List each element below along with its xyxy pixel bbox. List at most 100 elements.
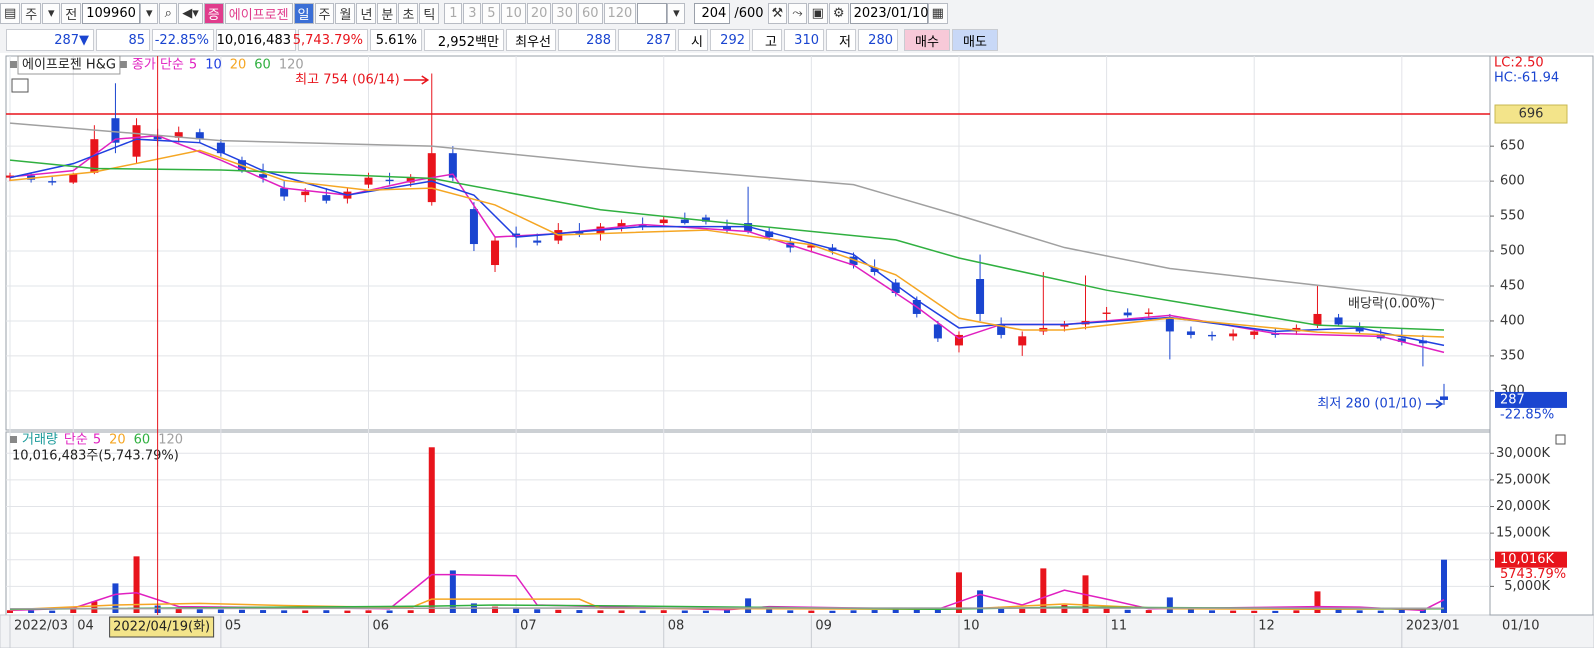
volume-bar	[28, 610, 35, 613]
x-tick-label: 04	[77, 619, 94, 634]
x-tick-label: 09	[815, 619, 832, 634]
candle-body	[111, 118, 120, 143]
interval-button[interactable]: 30	[552, 3, 577, 24]
period-button[interactable]: 틱	[419, 3, 440, 24]
period-button[interactable]: 분	[377, 3, 398, 24]
info-bar: 287▼ 85 -22.85% 10,016,483 5,743.79% 5.6…	[0, 27, 1594, 53]
volume-bar	[808, 610, 815, 613]
market-tag: 증	[203, 3, 224, 24]
type-button[interactable]: 주	[21, 3, 42, 24]
interval-button[interactable]: 3	[463, 3, 482, 24]
tool-icon[interactable]: ⤳	[788, 3, 807, 24]
sell-button[interactable]: 매도	[952, 29, 998, 51]
volume-bar	[1314, 591, 1321, 613]
interval-button[interactable]: 5	[482, 3, 501, 24]
x-tick-label: 2023/01	[1406, 619, 1460, 634]
blank-input[interactable]	[637, 3, 668, 24]
x-tick-label: 12	[1258, 619, 1275, 634]
candle-body	[997, 324, 1006, 335]
interval-button[interactable]: 60	[577, 3, 603, 24]
legend-entry: 60	[254, 58, 271, 73]
volume-bar	[1230, 610, 1237, 613]
volume-bar	[913, 608, 920, 613]
tool-icon[interactable]: ⚒	[767, 3, 788, 24]
code-input[interactable]: 109960	[82, 3, 141, 24]
moving-average	[9, 159, 1445, 331]
hc-label: HC:-61.94	[1494, 71, 1559, 86]
volume-bar	[428, 447, 435, 613]
layout-icon[interactable]: ▤	[0, 3, 21, 24]
y-tick-label: 400	[1500, 313, 1525, 328]
count-input[interactable]: 204	[694, 3, 731, 24]
candle-body	[406, 176, 415, 183]
dividend-annotation: 배당락(0.00%)	[1348, 297, 1435, 312]
date-input[interactable]: 2023/01/10	[849, 3, 929, 24]
volume: 10,016,483	[216, 29, 296, 51]
change-rate: -22.85%	[152, 29, 214, 51]
candle-body	[533, 240, 542, 243]
save-icon[interactable]: ▣	[807, 3, 828, 24]
volume-bar	[934, 608, 941, 613]
y-tick-label: 350	[1500, 348, 1525, 363]
volume-bar	[1124, 609, 1131, 613]
volume-bar	[576, 610, 583, 613]
legend-entry: 20	[109, 433, 126, 448]
moving-average	[9, 149, 1445, 338]
period-button[interactable]: 초	[398, 3, 419, 24]
high-arrow	[403, 75, 430, 85]
volume-rate: 5,743.79%	[293, 29, 368, 51]
candle-body	[617, 223, 626, 227]
current-price: 287	[1500, 392, 1525, 407]
period-button[interactable]: 년	[356, 3, 377, 24]
candle-body	[891, 282, 900, 293]
settings-icon[interactable]: ⚙	[828, 3, 849, 24]
high-label: 고	[752, 29, 782, 51]
interval-button[interactable]: 120	[603, 3, 637, 24]
price-pane	[5, 55, 1491, 431]
change: 85	[96, 29, 150, 51]
turnover: 5.61%	[370, 29, 422, 51]
volume-bar	[977, 590, 984, 613]
scope-button[interactable]: 전	[61, 3, 82, 24]
period-button[interactable]: 월	[335, 3, 356, 24]
volume-bar	[49, 610, 56, 613]
interval-button[interactable]: 20	[526, 3, 552, 24]
volume-bar	[281, 610, 288, 613]
legend-entry: 20	[230, 58, 247, 73]
calendar-icon[interactable]: ▦	[927, 3, 948, 24]
period-button[interactable]: 일	[293, 3, 314, 24]
candle-body	[1060, 324, 1069, 327]
search-icon[interactable]: ⌕	[159, 3, 178, 24]
volume-bar	[1293, 610, 1300, 613]
moving-average	[9, 607, 1445, 610]
volume-bar	[407, 610, 414, 613]
interval-button[interactable]: 1	[444, 3, 463, 24]
stock-name[interactable]: 에이프로젠	[224, 3, 293, 24]
best-ask: 288	[558, 29, 616, 51]
volume-bar	[260, 610, 267, 613]
volume-bar	[217, 609, 224, 613]
volume-bar	[344, 610, 351, 613]
dropdown[interactable]: ▾	[140, 3, 159, 24]
legend-entry: 5	[189, 58, 197, 73]
reference-box	[1494, 104, 1568, 124]
x-tick-label: 05	[225, 619, 242, 634]
y-tick-label: 20,000K	[1496, 499, 1550, 514]
price: 287▼	[6, 29, 94, 51]
low-annotation: 최저 280 (01/10)	[1317, 397, 1422, 412]
best-label: 최우선	[506, 29, 556, 51]
candle-body	[1334, 317, 1343, 325]
candle-body	[1313, 313, 1322, 325]
dropdown[interactable]: ▾	[42, 3, 61, 24]
sound-icon[interactable]: ◀▾	[178, 3, 203, 24]
x-tick-label: 11	[1111, 619, 1128, 634]
buy-button[interactable]: 매수	[904, 29, 950, 51]
interval-button[interactable]: 10	[501, 3, 526, 24]
dropdown[interactable]: ▾	[667, 3, 686, 24]
candle-body	[1440, 396, 1448, 400]
legend-title: 거래량	[22, 433, 58, 448]
period-button[interactable]: 주	[314, 3, 335, 24]
max-count: /600	[734, 6, 764, 21]
